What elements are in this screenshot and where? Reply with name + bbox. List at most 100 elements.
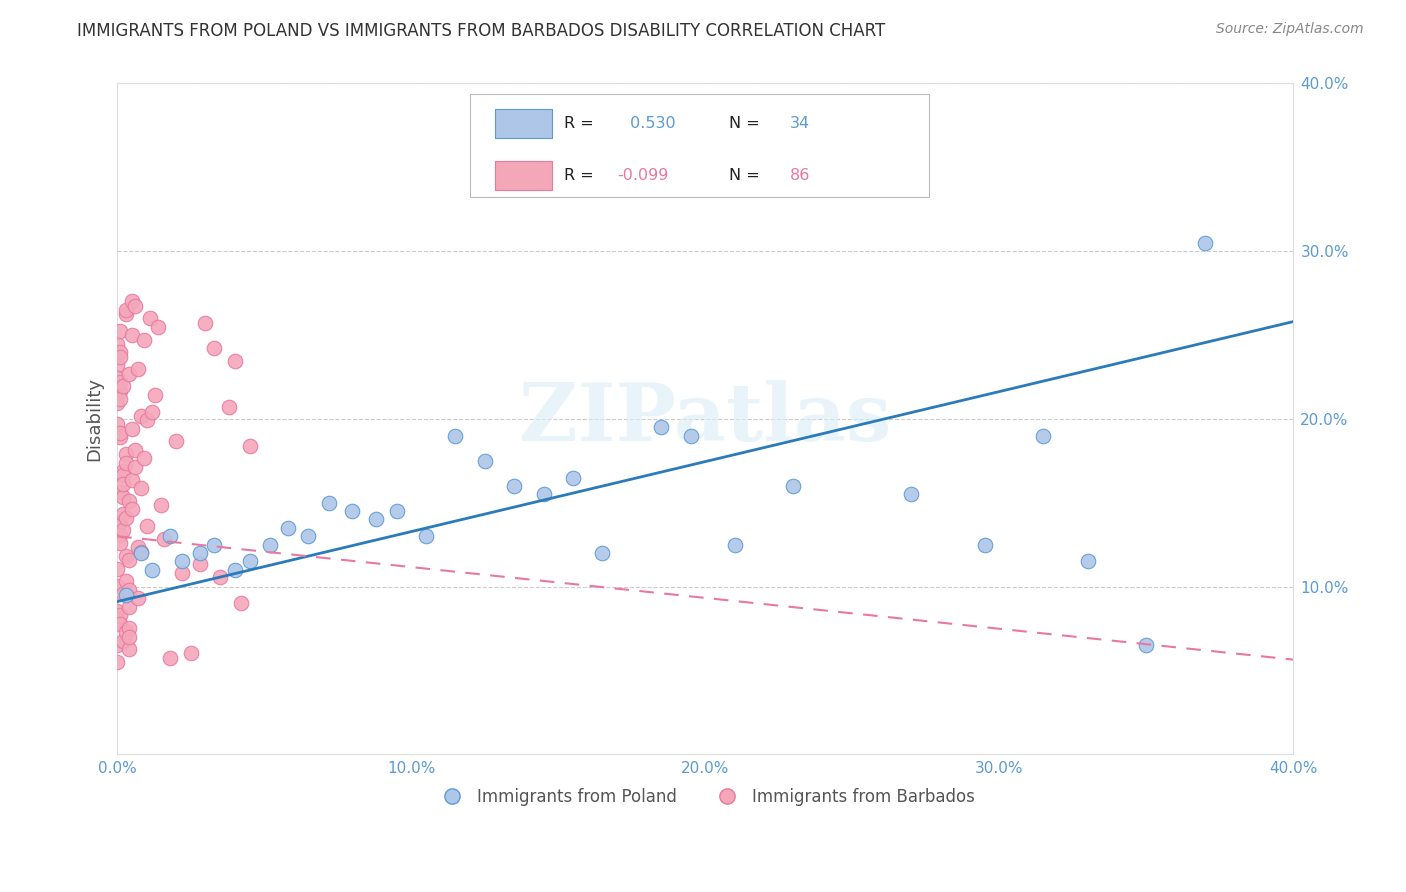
Text: R =: R =	[564, 168, 593, 183]
Point	[224, 563, 246, 577]
Point	[112, 524, 135, 538]
Point	[118, 582, 141, 597]
Point	[124, 299, 146, 313]
FancyBboxPatch shape	[495, 109, 553, 138]
Point	[112, 379, 135, 393]
Point	[533, 487, 555, 501]
Text: 0.530: 0.530	[626, 116, 676, 131]
Point	[841, 177, 863, 191]
Point	[238, 439, 260, 453]
Point	[194, 316, 217, 330]
Point	[138, 311, 160, 326]
Point	[121, 422, 143, 436]
Point	[108, 324, 131, 338]
Point	[108, 608, 131, 623]
Point	[229, 596, 252, 610]
Point	[385, 504, 408, 518]
Point	[127, 362, 149, 376]
Point	[1194, 235, 1216, 250]
Point	[973, 538, 995, 552]
Point	[127, 541, 149, 555]
Point	[105, 396, 128, 410]
Point	[118, 599, 141, 614]
Point	[105, 371, 128, 385]
Point	[202, 341, 225, 355]
Point	[135, 519, 157, 533]
Point	[115, 510, 138, 524]
Point	[112, 464, 135, 478]
Point	[188, 546, 211, 560]
Point	[129, 546, 152, 560]
Point	[135, 413, 157, 427]
Point	[108, 345, 131, 359]
Point	[188, 558, 211, 572]
Point	[503, 479, 526, 493]
Point	[108, 527, 131, 541]
Text: -0.099: -0.099	[617, 168, 668, 183]
Text: IMMIGRANTS FROM POLAND VS IMMIGRANTS FROM BARBADOS DISABILITY CORRELATION CHART: IMMIGRANTS FROM POLAND VS IMMIGRANTS FRO…	[77, 22, 886, 40]
Text: 34: 34	[790, 116, 810, 131]
Point	[105, 417, 128, 432]
Point	[112, 490, 135, 504]
Point	[112, 476, 135, 491]
Point	[115, 625, 138, 640]
Point	[112, 587, 135, 601]
Point	[129, 481, 152, 495]
Point	[153, 532, 176, 546]
Point	[724, 538, 747, 552]
Point	[1077, 554, 1099, 568]
Point	[105, 638, 128, 652]
Point	[150, 498, 173, 512]
Point	[591, 546, 613, 560]
Text: ZIPatlas: ZIPatlas	[519, 380, 891, 458]
Point	[121, 502, 143, 516]
Point	[115, 302, 138, 317]
FancyBboxPatch shape	[495, 161, 553, 190]
Point	[105, 358, 128, 372]
Point	[415, 529, 437, 543]
Point	[108, 350, 131, 364]
Point	[209, 570, 232, 584]
Y-axis label: Disability: Disability	[86, 376, 103, 461]
Point	[165, 434, 187, 449]
Point	[105, 655, 128, 669]
Point	[108, 485, 131, 500]
Point	[115, 307, 138, 321]
Point	[105, 579, 128, 593]
Point	[148, 319, 170, 334]
Point	[105, 613, 128, 627]
Point	[108, 375, 131, 389]
Point	[108, 384, 131, 398]
Point	[112, 468, 135, 483]
Point	[224, 354, 246, 368]
Point	[1032, 428, 1054, 442]
Point	[115, 447, 138, 461]
Point	[159, 529, 181, 543]
Point	[115, 574, 138, 589]
Point	[115, 588, 138, 602]
Point	[170, 554, 193, 568]
Point	[115, 549, 138, 563]
Point	[112, 507, 135, 521]
Point	[118, 642, 141, 657]
Text: Source: ZipAtlas.com: Source: ZipAtlas.com	[1216, 22, 1364, 37]
Text: R =: R =	[564, 116, 593, 131]
Point	[105, 562, 128, 576]
Text: N =: N =	[728, 168, 759, 183]
Point	[159, 650, 181, 665]
Point	[180, 647, 202, 661]
Point	[108, 515, 131, 529]
Point	[141, 563, 163, 577]
Point	[364, 512, 387, 526]
Point	[318, 496, 340, 510]
Point	[121, 473, 143, 487]
Point	[238, 554, 260, 568]
Point	[121, 294, 143, 309]
Point	[132, 451, 155, 466]
Point	[108, 616, 131, 631]
Point	[121, 328, 143, 343]
Point	[900, 487, 922, 501]
Point	[127, 591, 149, 606]
Point	[145, 388, 167, 402]
Point	[105, 604, 128, 618]
